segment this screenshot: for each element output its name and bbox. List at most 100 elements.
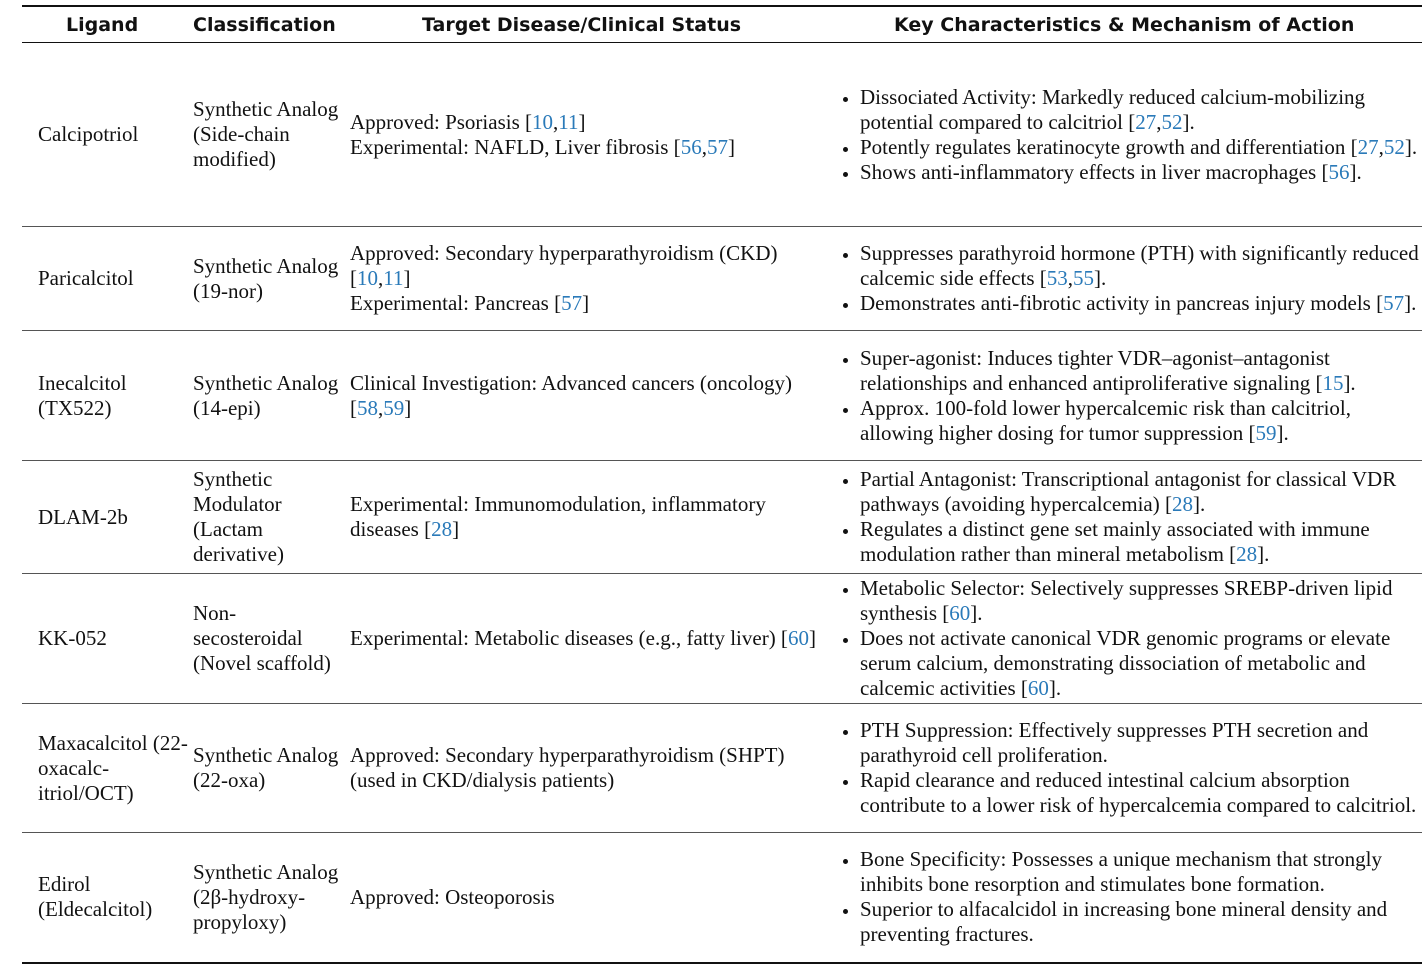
text-run: , [1067, 266, 1074, 290]
citation: 60 [949, 601, 971, 625]
target-line: Experimental: Immunomodulation, inflamma… [350, 492, 816, 542]
text-run: Demonstrates anti-fibrotic activity in p… [860, 291, 1384, 315]
ligand-table: Ligand Classification Target Disease/Cli… [22, 5, 1422, 964]
table-row: Paricalcitol Synthetic Analog (19-nor) App… [22, 226, 1422, 331]
text-run: ]. [1404, 291, 1417, 315]
bullet-list: Suppresses parathyroid hormone (PTH) wit… [816, 241, 1422, 316]
citation: 60 [787, 626, 809, 650]
text-run: , [701, 134, 707, 159]
bullet-item: Metabolic Selector: Selectively suppress… [860, 576, 1422, 626]
bullet-item: Does not activate canonical VDR genomic … [860, 626, 1422, 701]
characteristics-cell: Bone Specificity: Possesses a unique mec… [816, 833, 1422, 963]
text-run: Regulates a distinct gene set mainly ass… [860, 517, 1370, 566]
bullet-item: Demonstrates anti-fibrotic activity in p… [860, 291, 1422, 316]
target-line: Approved: Osteoporosis [350, 885, 816, 910]
table-row: Maxacalcitol (22-oxacalc­itriol/OCT) Synt… [22, 703, 1422, 833]
ligand-cell: Edirol (Eldecalcitol) [38, 872, 153, 922]
citation: 15 [1322, 370, 1344, 395]
characteristics-cell: PTH Suppression: Effectively suppresses … [816, 703, 1422, 833]
bullet-item: Bone Specificity: Possesses a unique mec… [860, 847, 1422, 897]
bullet-list: Bone Specificity: Possesses a unique mec… [816, 847, 1422, 947]
citation: 57 [706, 134, 728, 159]
text-run: ]. [1048, 676, 1062, 700]
classification-cell: Synthetic Analog (14-epi) [193, 330, 350, 461]
header-cell: Classification [193, 6, 350, 43]
text-run: ] [727, 134, 735, 159]
text-run: Dissociated Activity: Markedly reduced c… [860, 84, 1366, 134]
citation: 53 [1046, 266, 1068, 290]
ligand-cell: Maxacalcitol (22-oxacalc­itriol/OCT) [22, 703, 193, 833]
bullet-item: Regulates a distinct gene set mainly ass… [860, 517, 1422, 567]
bullet-item: PTH Suppression: Effectively suppresses … [860, 718, 1422, 768]
text-run: Approved: Psoriasis [ [350, 109, 532, 134]
citation: 27 [1357, 134, 1379, 159]
citation: 60 [1027, 676, 1049, 700]
target-cell: Approved: Secondary hyperparathyroidism … [350, 226, 816, 331]
citation: 56 [680, 134, 702, 159]
citation: 57 [1383, 291, 1405, 315]
target-line: Approved: Secondary hyperparathyroidism … [350, 241, 816, 291]
text-run: Approved: Osteoporosis [350, 884, 555, 909]
target-cell: Approved: Psoriasis [10,11] Experimental:… [350, 42, 816, 227]
text-run: Does not activate canonical VDR genomic … [860, 626, 1391, 700]
classification-cell: Synthetic Analog (Side-chain modified) [193, 42, 350, 227]
text-run: , [378, 266, 384, 290]
target-cell: Approved: Secondary hyperparathyroidism … [350, 703, 816, 833]
ligand-cell: KK-052 [22, 573, 193, 704]
bullet-list: Metabolic Selector: Selectively suppress… [816, 576, 1422, 701]
bullet-list: Partial Antagonist: Transcriptional anta… [816, 467, 1422, 567]
citation: 10 [357, 266, 378, 290]
characteristics-cell: Super-agonist: Induces tighter VDR–agoni… [816, 330, 1422, 461]
table-body: Calcipotriol Synthetic Analog (Side-chain… [22, 42, 1422, 963]
table-row: KK-052 Non-secosteroidal (Novel scaffold)… [22, 573, 1422, 704]
text-run: ]. [1349, 159, 1362, 184]
target-cell: Approved: Osteoporosis [350, 833, 816, 963]
table-row: Inecalcitol (TX522) Synthetic Analog (14-… [22, 330, 1422, 461]
classification-cell: Synthetic Analog (2β-hydroxy-propyloxy) [193, 859, 339, 934]
table-row: Edirol (Eldecalcitol) Synthetic Analog (2… [22, 833, 1422, 963]
classification-cell: Synthetic Analog (22-oxa) [193, 703, 350, 833]
text-run: Approved: Secondary hyperparathyroidism … [350, 241, 778, 290]
citation: 28 [1236, 542, 1258, 566]
text-run: Partial Antagonist: Transcriptional anta… [860, 467, 1397, 516]
target-line: Approved: Secondary hyperparathyroidism … [350, 743, 816, 793]
characteristics-cell: Partial Antagonist: Transcriptional anta… [816, 460, 1422, 574]
citation: 59 [383, 395, 405, 420]
text-run: ]. [1257, 542, 1270, 566]
bullet-item: Approx. 100-fold lower hypercalcemic ris… [860, 396, 1422, 446]
bullet-list: Super-agonist: Induces tighter VDR–agoni… [816, 346, 1422, 446]
text-run: Experimental: NAFLD, Liver fibrosis [ [350, 134, 681, 159]
text-run: Metabolic Selector: Selectively suppress… [860, 576, 1393, 625]
target-line: Experimental: Metabolic diseases (e.g., … [350, 626, 816, 651]
text-run: , [553, 109, 559, 134]
text-run: Experimental: Immunomodulation, inflamma… [350, 492, 766, 541]
header-cell: Ligand [22, 6, 193, 43]
classification-cell: Non-secosteroidal (Novel scaffold) [193, 573, 350, 704]
target-cell: Experimental: Metabolic diseases (e.g., … [350, 573, 816, 704]
bullet-list: PTH Suppression: Effectively suppresses … [816, 718, 1422, 818]
citation: 27 [1135, 109, 1157, 134]
citation: 55 [1073, 266, 1095, 290]
text-run: Suppresses parathyroid hormone (PTH) wit… [860, 241, 1419, 290]
characteristics-cell: Metabolic Selector: Selectively suppress… [816, 573, 1422, 704]
citation: 57 [561, 291, 583, 315]
text-run: Superior to alfacalcidol in increasing b… [860, 897, 1388, 947]
citation: 56 [1328, 159, 1350, 184]
text-run: ] [452, 517, 460, 541]
target-line: Approved: Psoriasis [10,11] [350, 110, 816, 135]
bullet-item: Rapid clearance and reduced intestinal c… [860, 768, 1422, 818]
ligand-cell: Calcipotriol [22, 42, 193, 227]
text-run: ]. [1094, 266, 1107, 290]
text-run: ]. [1182, 109, 1195, 134]
text-run: ] [808, 626, 816, 650]
text-run: , [1378, 134, 1384, 159]
characteristics-cell: Suppresses parathyroid hormone (PTH) wit… [816, 226, 1422, 331]
header-cell: Key Characteristics & Mechanism of Actio… [816, 6, 1422, 43]
text-run: ] [578, 109, 586, 134]
citation: 11 [558, 109, 579, 134]
text-run: Potently regulates keratinocyte growth a… [860, 134, 1358, 159]
bullet-list: Dissociated Activity: Markedly reduced c… [816, 85, 1422, 185]
bullet-item: Dissociated Activity: Markedly reduced c… [860, 85, 1422, 135]
ligand-cell: Inecalcitol (TX522) [22, 330, 193, 461]
